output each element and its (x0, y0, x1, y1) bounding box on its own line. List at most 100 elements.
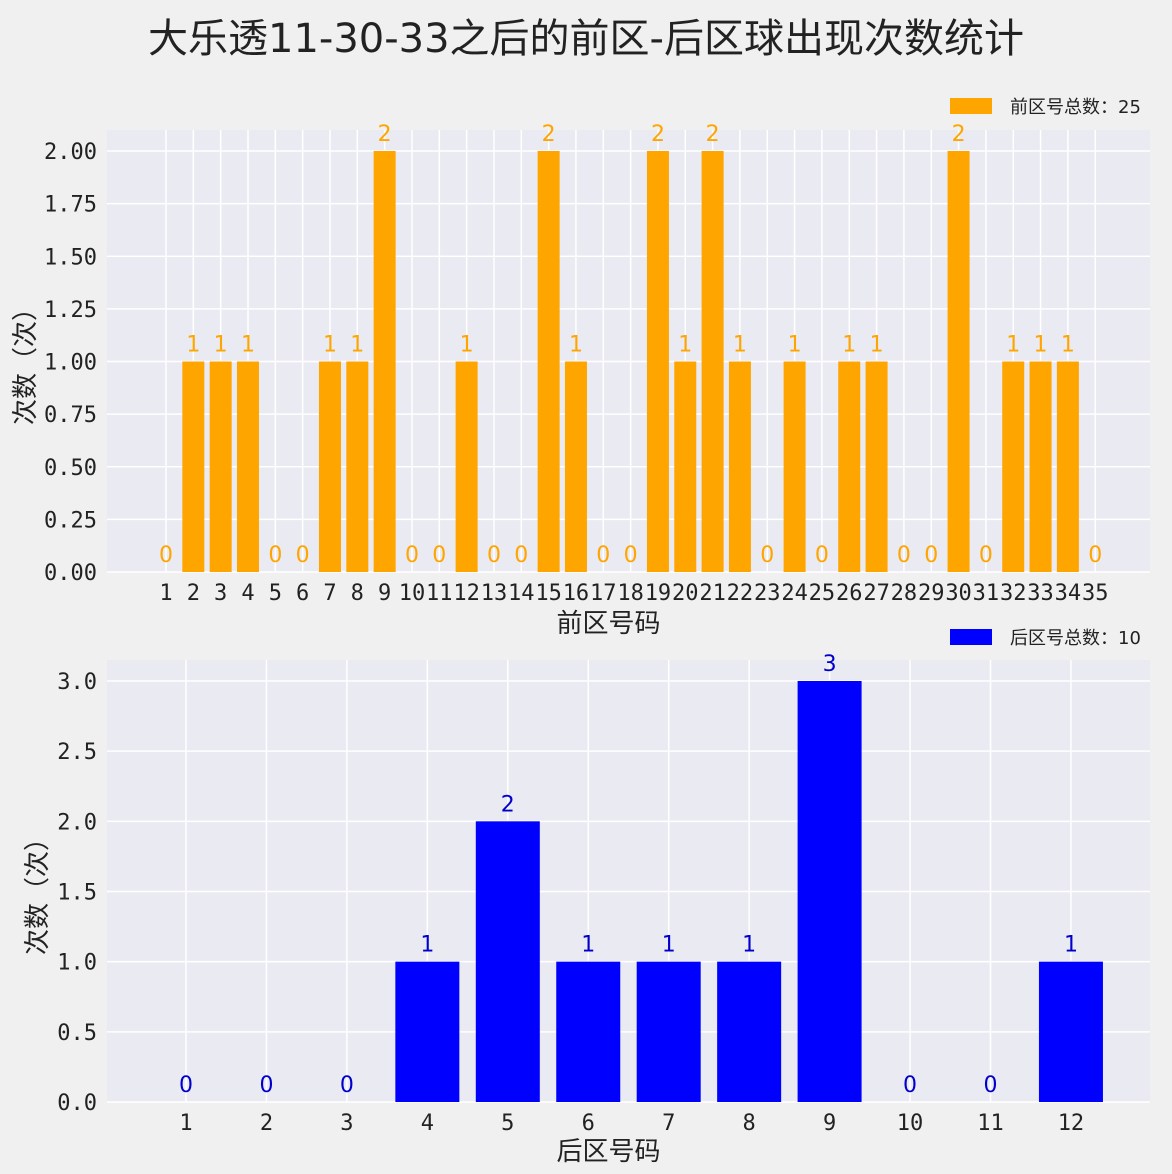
x-tick-label: 9 (378, 581, 391, 606)
bar-value-label: 0 (340, 1073, 354, 1098)
y-tick-label: 3.0 (57, 670, 97, 695)
x-tick-label: 4 (421, 1111, 434, 1136)
x-tick-label: 2 (187, 581, 200, 606)
x-tick-label: 11 (977, 1111, 1004, 1136)
bar-value-label: 2 (378, 122, 392, 147)
legend-swatch (950, 98, 992, 114)
y-tick-label: 0.5 (57, 1021, 97, 1046)
legend-label: 前区号总数：25 (1010, 97, 1141, 118)
x-tick-label: 3 (340, 1111, 353, 1136)
x-tick-label: 20 (672, 581, 699, 606)
x-tick-label: 7 (323, 581, 336, 606)
bar-value-label: 1 (581, 933, 595, 958)
x-tick-label: 10 (897, 1111, 924, 1136)
y-tick-label: 1.25 (44, 298, 97, 323)
x-tick-label: 32 (1000, 581, 1027, 606)
bar (865, 361, 888, 572)
y-tick-label: 2.0 (57, 810, 97, 835)
x-axis-label: 后区号码 (556, 1137, 660, 1167)
x-tick-label: 33 (1027, 581, 1054, 606)
x-tick-label: 7 (662, 1111, 675, 1136)
y-tick-label: 0.25 (44, 508, 97, 533)
plot-area (107, 660, 1150, 1102)
bar-value-label: 2 (501, 792, 515, 817)
x-tick-label: 5 (501, 1111, 514, 1136)
x-tick-label: 30 (945, 581, 972, 606)
legend-swatch (950, 629, 992, 645)
x-tick-label: 8 (743, 1111, 756, 1136)
x-tick-label: 31 (973, 581, 1000, 606)
bar (475, 821, 540, 1102)
x-tick-label: 9 (823, 1111, 836, 1136)
x-tick-label: 6 (582, 1111, 595, 1136)
bar-value-label: 2 (651, 122, 665, 147)
bar-value-label: 0 (624, 543, 638, 568)
bar-value-label: 1 (678, 333, 692, 358)
bar-value-label: 0 (268, 543, 282, 568)
bar-value-label: 0 (159, 543, 173, 568)
x-tick-label: 8 (351, 581, 364, 606)
bar-value-label: 1 (1006, 333, 1020, 358)
y-tick-label: 1.50 (44, 245, 97, 270)
bar (537, 151, 560, 572)
y-tick-label: 1.5 (57, 881, 97, 906)
bar-value-label: 0 (903, 1073, 917, 1098)
bar-value-label: 0 (179, 1073, 193, 1098)
bar (728, 361, 751, 572)
x-tick-label: 11 (426, 581, 453, 606)
x-tick-label: 5 (269, 581, 282, 606)
y-tick-label: 0.0 (57, 1091, 97, 1116)
y-tick-label: 0.50 (44, 456, 97, 481)
bar (395, 961, 460, 1102)
bar-value-label: 1 (1061, 333, 1075, 358)
x-tick-label: 18 (617, 581, 644, 606)
x-tick-label: 1 (179, 1111, 192, 1136)
bar-value-label: 0 (514, 543, 528, 568)
chart-2: 0.00.51.01.52.02.53.01 2 3 4 5 6 7 8 9 10 11 120 0 01… (23, 628, 1150, 1167)
bar-value-label: 1 (870, 333, 884, 358)
bar-value-label: 1 (733, 333, 747, 358)
chart-1: 0.000.250.500.751.001.251.501.752.001 2 3 4… (11, 97, 1150, 639)
y-tick-label: 1.00 (44, 351, 97, 376)
x-tick-label: 21 (699, 581, 726, 606)
x-tick-label: 26 (836, 581, 863, 606)
y-tick-label: 2.00 (44, 140, 97, 165)
bar-value-label: 1 (1034, 333, 1048, 358)
bar-value-label: 1 (742, 933, 756, 958)
bar-value-label: 0 (979, 543, 993, 568)
y-tick-label: 0.75 (44, 403, 97, 428)
bar (346, 361, 369, 572)
bar (1002, 361, 1025, 572)
x-tick-label: 17 (590, 581, 617, 606)
x-tick-label: 3 (214, 581, 227, 606)
x-tick-label: 25 (809, 581, 836, 606)
bar-value-label: 2 (542, 122, 556, 147)
x-tick-label: 4 (241, 581, 254, 606)
bar (701, 151, 724, 572)
bar (318, 361, 341, 572)
bar-value-label: 0 (296, 543, 310, 568)
x-tick-label: 35 (1082, 581, 1109, 606)
bar (1038, 961, 1103, 1102)
bar (1056, 361, 1079, 572)
bar-value-label: 1 (842, 333, 856, 358)
x-tick-label: 23 (754, 581, 781, 606)
x-tick-label: 10 (399, 581, 426, 606)
bar-value-label: 0 (1088, 543, 1102, 568)
bar (182, 361, 205, 572)
bar (947, 151, 970, 572)
bar-value-label: 1 (214, 333, 228, 358)
figure-title: 大乐透11-30-33之后的前区-后区球出现次数统计 (148, 16, 1024, 62)
bar (236, 361, 259, 572)
bar-value-label: 1 (241, 333, 255, 358)
bar-value-label: 1 (186, 333, 200, 358)
bar (838, 361, 861, 572)
x-tick-label: 13 (481, 581, 508, 606)
bar-value-label: 1 (350, 333, 364, 358)
bar-value-label: 0 (924, 543, 938, 568)
x-tick-label: 24 (781, 581, 808, 606)
bar (636, 961, 701, 1102)
bar-value-label: 1 (323, 333, 337, 358)
bar (556, 961, 621, 1102)
